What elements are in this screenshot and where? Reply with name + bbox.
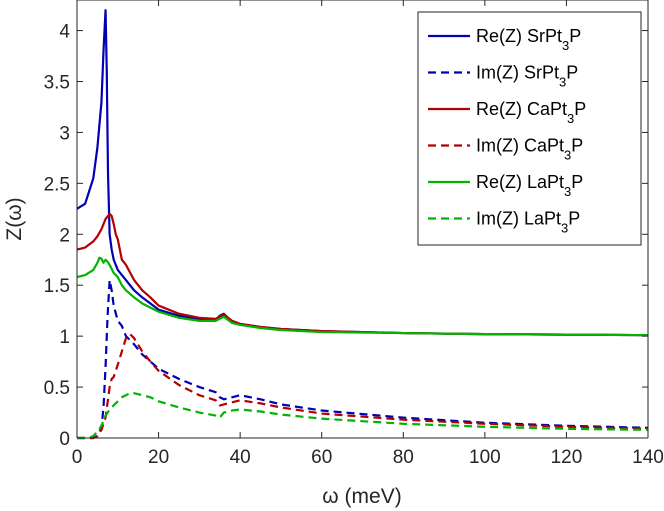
legend-label: Im(Z) SrPt3P [476,63,578,90]
x-tick-label: 120 [551,447,583,468]
legend-label: Re(Z) LaPt3P [476,172,583,199]
y-axis-title: Z(ω) [3,197,26,240]
ticks-layer: 0 20 40 60 80 100 120 140 0 0.5 1 1.5 2 2.5 3 3.5 4 [44,0,664,468]
legend-label: Re(Z) SrPt3P [476,26,581,53]
y-tick-label: 0.5 [44,378,70,399]
legend-label: Im(Z) CaPt3P [476,136,583,163]
x-axis-title: ω (meV) [322,485,401,508]
y-tick-label: 4 [59,22,70,43]
x-tick-label: 20 [148,447,169,468]
x-tick-label: 140 [632,447,664,468]
series-line-5 [76,256,649,337]
x-tick-label: 40 [230,447,251,468]
series-line-2 [77,279,649,440]
legend-box [417,11,642,246]
x-tick-label: 100 [469,447,501,468]
series-line-4 [77,333,649,440]
axes-layer [76,0,649,439]
series-line-6 [77,392,649,440]
y-tick-label: 2 [59,225,70,246]
x-tick-label: 60 [311,447,332,468]
y-tick-label: 2.5 [44,174,70,195]
x-tick-label: 80 [393,447,414,468]
y-tick-label: 0 [59,429,70,450]
legend-label: Im(Z) LaPt3P [476,209,580,236]
y-tick-label: 3.5 [44,72,70,93]
series-layer [76,9,649,440]
legend: Re(Z) SrPt3P Im(Z) SrPt3P Re(Z) CaPt3P Im(Z… [417,11,642,246]
x-tick-label: 0 [72,447,83,468]
y-tick-label: 3 [59,123,70,144]
legend-label: Re(Z) CaPt3P [476,99,586,126]
y-tick-label: 1.5 [44,276,70,297]
y-tick-label: 1 [59,327,70,348]
